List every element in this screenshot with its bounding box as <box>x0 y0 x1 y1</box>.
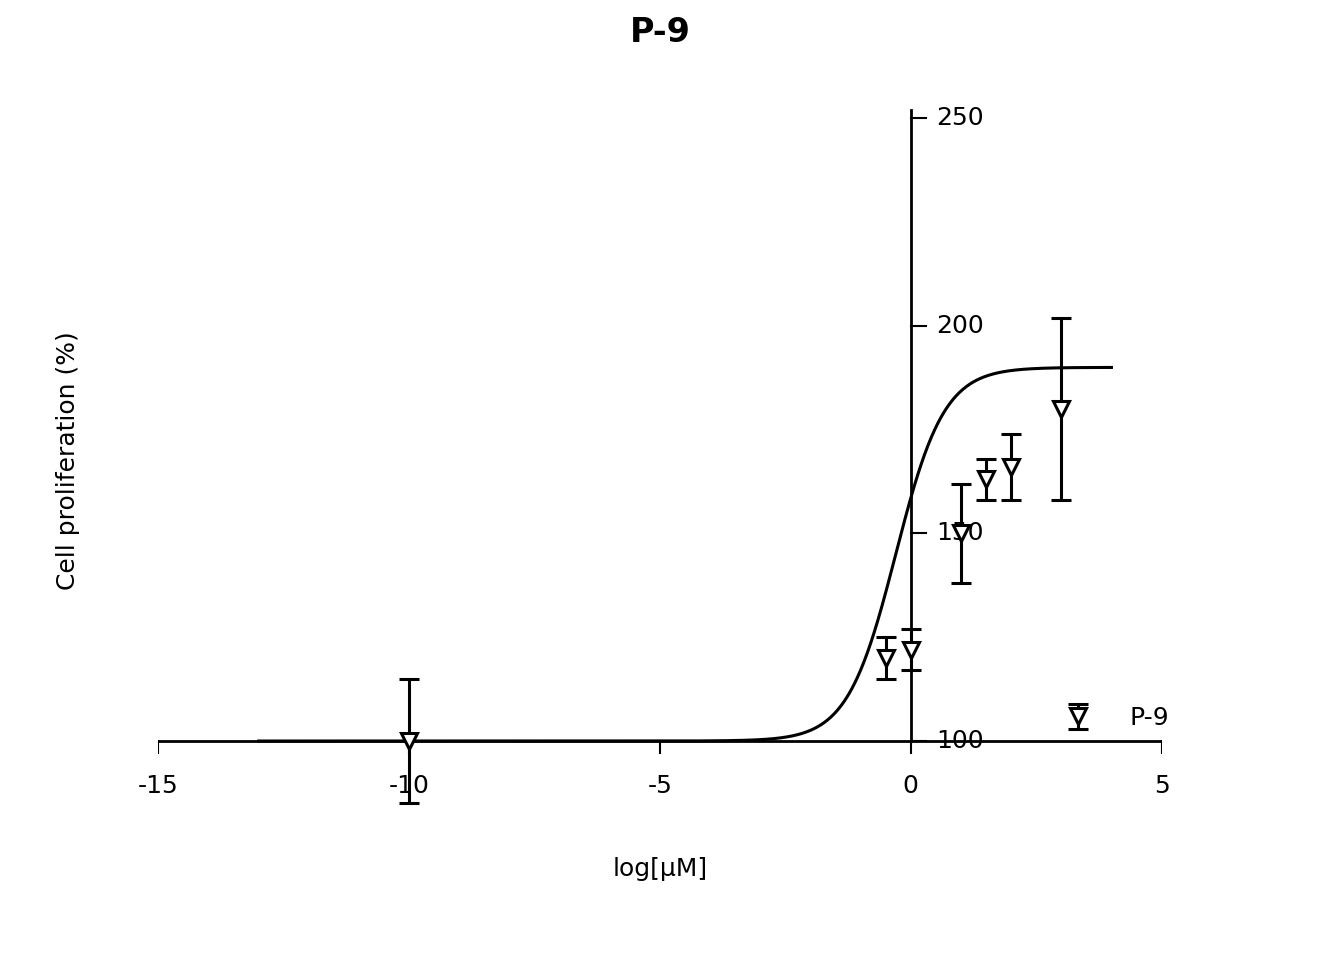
Text: -10: -10 <box>389 774 429 798</box>
Text: 100: 100 <box>936 729 983 753</box>
Text: 150: 150 <box>936 521 983 545</box>
Legend: P-9: P-9 <box>1038 696 1179 740</box>
Text: log[μM]: log[μM] <box>612 857 708 881</box>
Text: Cell proliferation (%): Cell proliferation (%) <box>57 331 81 590</box>
Text: 250: 250 <box>936 107 983 131</box>
Title: P-9: P-9 <box>630 16 690 49</box>
Text: 0: 0 <box>903 774 919 798</box>
Text: 200: 200 <box>936 314 983 338</box>
Text: 5: 5 <box>1154 774 1170 798</box>
Text: -5: -5 <box>648 774 672 798</box>
Text: -15: -15 <box>139 774 178 798</box>
